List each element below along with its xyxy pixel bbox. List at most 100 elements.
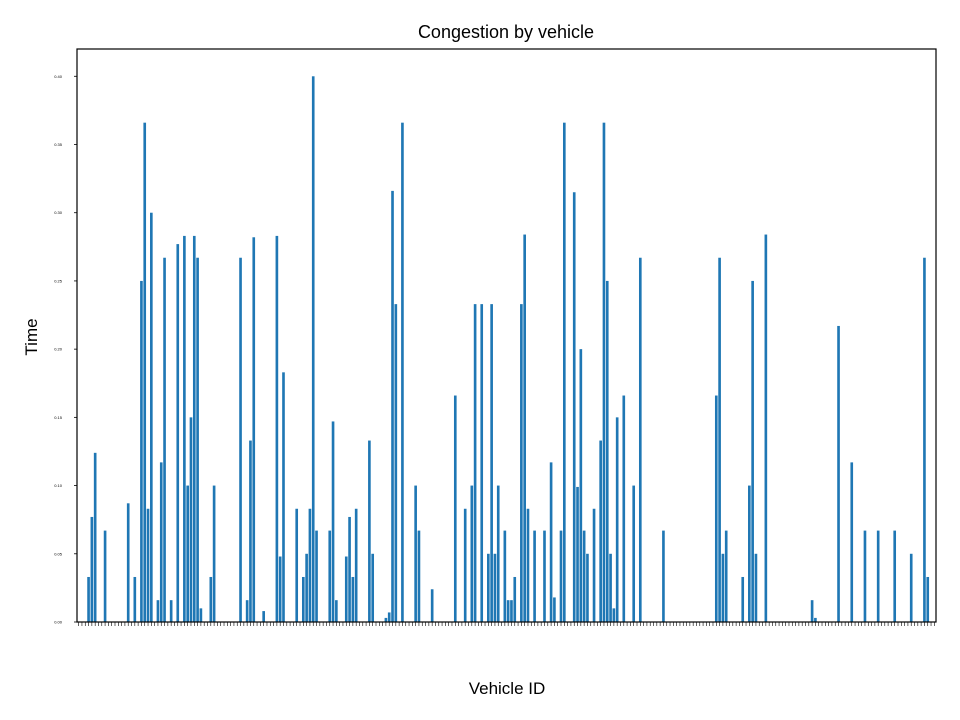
bar <box>282 372 285 622</box>
y-tick-label: 0.00 <box>54 620 63 625</box>
bar <box>252 237 256 622</box>
bar <box>453 395 457 622</box>
bar <box>311 76 315 623</box>
bar <box>401 122 404 623</box>
bar <box>863 530 867 622</box>
bar <box>308 508 312 622</box>
chart-title: Congestion by vehicle <box>418 22 594 42</box>
bar <box>506 600 510 622</box>
bar <box>490 304 493 622</box>
bar <box>159 462 163 622</box>
y-tick-label: 0.10 <box>54 483 63 488</box>
bar <box>275 235 279 622</box>
bar <box>721 553 725 622</box>
y-tick-label: 0.30 <box>54 210 63 215</box>
bar <box>638 257 642 622</box>
bar <box>549 462 553 622</box>
bar <box>487 553 490 622</box>
bar <box>662 530 665 622</box>
bar <box>493 553 497 622</box>
bar <box>764 234 768 623</box>
y-tick-label: 0.20 <box>54 347 63 352</box>
bar <box>87 576 90 622</box>
bar <box>513 576 517 622</box>
bar <box>315 530 318 622</box>
bar <box>632 485 636 622</box>
bar <box>926 576 930 622</box>
bar <box>295 508 299 622</box>
bar <box>391 190 394 622</box>
bar <box>430 589 434 622</box>
y-tick-label: 0.40 <box>54 74 63 79</box>
bar <box>417 530 421 622</box>
bar <box>192 235 196 622</box>
bar <box>582 530 586 622</box>
bar <box>93 452 97 622</box>
bar <box>559 530 563 622</box>
bar <box>480 304 484 622</box>
bar <box>553 597 556 622</box>
bar <box>163 257 166 622</box>
bar <box>176 244 180 623</box>
bar <box>837 325 840 622</box>
bar <box>146 508 150 622</box>
bar <box>169 600 173 622</box>
bars-group <box>87 76 930 623</box>
x-axis-ticks <box>78 622 935 626</box>
bar <box>463 508 467 622</box>
bar <box>414 485 417 622</box>
bar <box>615 417 619 622</box>
bar <box>189 417 193 622</box>
bar <box>212 485 216 622</box>
bar <box>143 122 147 623</box>
bar <box>602 122 606 623</box>
bar <box>724 530 728 622</box>
bar <box>348 516 351 622</box>
bar <box>183 235 186 622</box>
bar <box>354 508 358 622</box>
y-tick-label: 0.35 <box>54 142 63 147</box>
bar <box>751 280 754 622</box>
bar <box>612 608 616 622</box>
plot-frame <box>76 48 937 623</box>
bar <box>239 257 242 622</box>
bar <box>249 440 252 622</box>
bar <box>526 508 530 622</box>
bar <box>718 257 721 622</box>
x-axis-label: Vehicle ID <box>469 679 546 698</box>
bar <box>592 508 596 622</box>
bar <box>543 530 546 622</box>
bar <box>586 553 589 622</box>
bar <box>301 576 305 622</box>
bar <box>335 600 338 622</box>
bar <box>909 553 913 622</box>
bar <box>156 600 160 622</box>
bar <box>331 421 335 622</box>
y-tick-label: 0.15 <box>54 415 63 420</box>
bar <box>328 530 332 622</box>
bar <box>533 530 536 622</box>
bar <box>150 212 153 622</box>
y-axis-ticks: 0.00 0.05 0.10 0.15 0.20 0.25 0.30 0.35 0.40 <box>54 74 77 625</box>
y-axis-label: Time <box>22 318 41 355</box>
bar <box>394 304 398 622</box>
bar <box>305 553 308 622</box>
bar <box>523 234 526 623</box>
bar <box>90 516 94 622</box>
bar <box>133 576 137 622</box>
bar <box>609 553 612 622</box>
bar <box>599 440 602 622</box>
bar <box>520 304 523 622</box>
bar <box>893 530 897 622</box>
bar <box>576 486 579 622</box>
bar <box>262 611 265 622</box>
bar <box>368 440 371 622</box>
bar <box>503 530 507 622</box>
bar <box>371 553 375 622</box>
bar <box>714 395 718 622</box>
bar <box>810 600 814 622</box>
bar <box>814 617 817 622</box>
bar <box>622 395 626 622</box>
bar <box>140 280 143 622</box>
